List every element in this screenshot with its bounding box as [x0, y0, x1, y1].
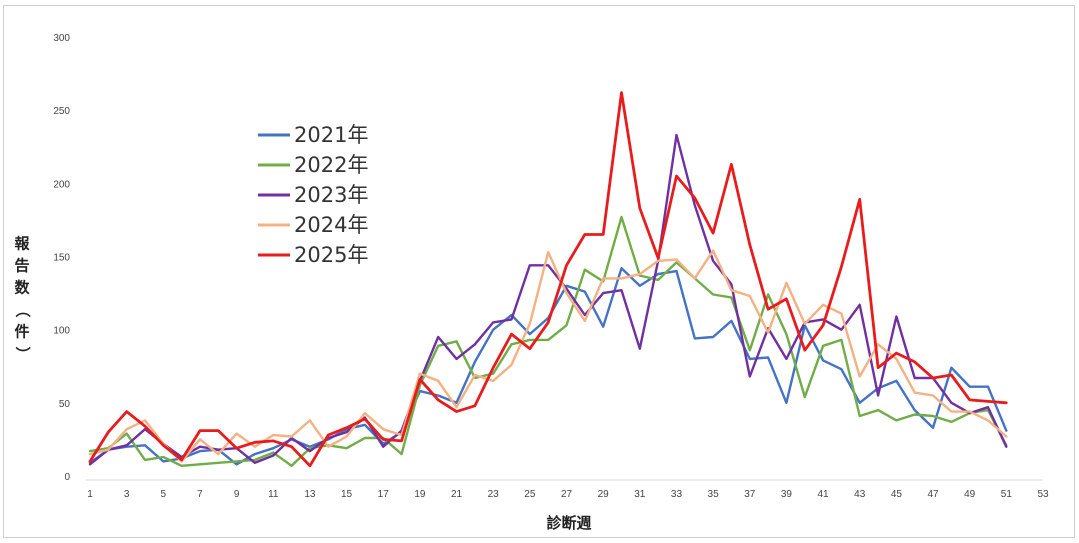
legend-label-5: 2025年: [294, 243, 368, 267]
x-tick-label: 17: [378, 489, 390, 500]
x-tick-label: 37: [744, 489, 756, 500]
x-tick-label: 51: [1001, 489, 1013, 500]
y-tick-label: 300: [53, 33, 70, 44]
series-group: [88, 91, 1008, 468]
series-line-3: [88, 133, 1008, 466]
x-tick-label: 19: [414, 489, 426, 500]
legend-label-4: 2024年: [294, 213, 368, 237]
y-tick-label: 150: [53, 253, 70, 264]
y-axis-ticks: 0 50 100 150 200 250 300: [53, 33, 70, 483]
x-tick-label: 29: [598, 489, 610, 500]
y-axis-title-char: 数: [14, 279, 30, 297]
x-tick-label: 47: [927, 489, 939, 500]
x-tick-label: 1: [87, 489, 93, 500]
x-tick-label: 7: [197, 489, 203, 500]
y-axis-title-char: ）: [14, 346, 32, 361]
x-tick-label: 39: [781, 489, 793, 500]
x-tick-label: 21: [451, 489, 463, 500]
x-tick-label: 27: [561, 489, 573, 500]
y-tick-label: 100: [53, 326, 70, 337]
y-axis-title-char: 件: [14, 323, 29, 341]
y-axis-title: 報告数 （ 件 ）: [14, 235, 32, 362]
x-tick-label: 43: [854, 489, 866, 500]
y-tick-label: 0: [64, 472, 70, 483]
legend: 2021年 2022年 2023年 2024年 2025年: [258, 123, 368, 267]
legend-label-2: 2022年: [294, 153, 368, 177]
x-tick-label: 31: [634, 489, 646, 500]
y-tick-label: 250: [53, 106, 70, 117]
x-tick-label: 3: [124, 489, 130, 500]
x-axis-ticks: 1 3 5 7 9 11 13 15 17 19 21 23 25 27 29 31 33 35 37 39 41 43 4…: [87, 489, 1049, 500]
legend-label-3: 2023年: [294, 183, 368, 207]
series-line-5: [88, 91, 1008, 468]
series-line-1: [88, 267, 1008, 466]
y-axis-title-char: 告: [14, 257, 29, 275]
x-tick-label: 11: [268, 489, 279, 500]
x-tick-label: 5: [161, 489, 167, 500]
chart-frame: [3, 5, 1075, 538]
x-tick-label: 15: [341, 489, 353, 500]
x-tick-label: 25: [524, 489, 536, 500]
x-tick-label: 33: [671, 489, 683, 500]
x-tick-label: 53: [1037, 489, 1049, 500]
series-line-4: [88, 249, 1008, 463]
legend-label-1: 2021年: [294, 123, 368, 147]
x-tick-label: 35: [708, 489, 720, 500]
y-tick-label: 200: [53, 179, 70, 190]
x-tick-label: 13: [304, 489, 316, 500]
x-tick-label: 9: [234, 489, 240, 500]
x-tick-label: 23: [488, 489, 500, 500]
x-axis-title: 診断週: [546, 514, 591, 532]
y-axis-title-char: 報: [14, 235, 30, 253]
y-tick-label: 50: [59, 399, 71, 410]
y-axis-title-char: （: [14, 302, 32, 317]
x-tick-label: 45: [891, 489, 903, 500]
x-tick-label: 41: [818, 489, 830, 500]
x-tick-label: 49: [964, 489, 976, 500]
series-line-2: [88, 215, 1008, 467]
